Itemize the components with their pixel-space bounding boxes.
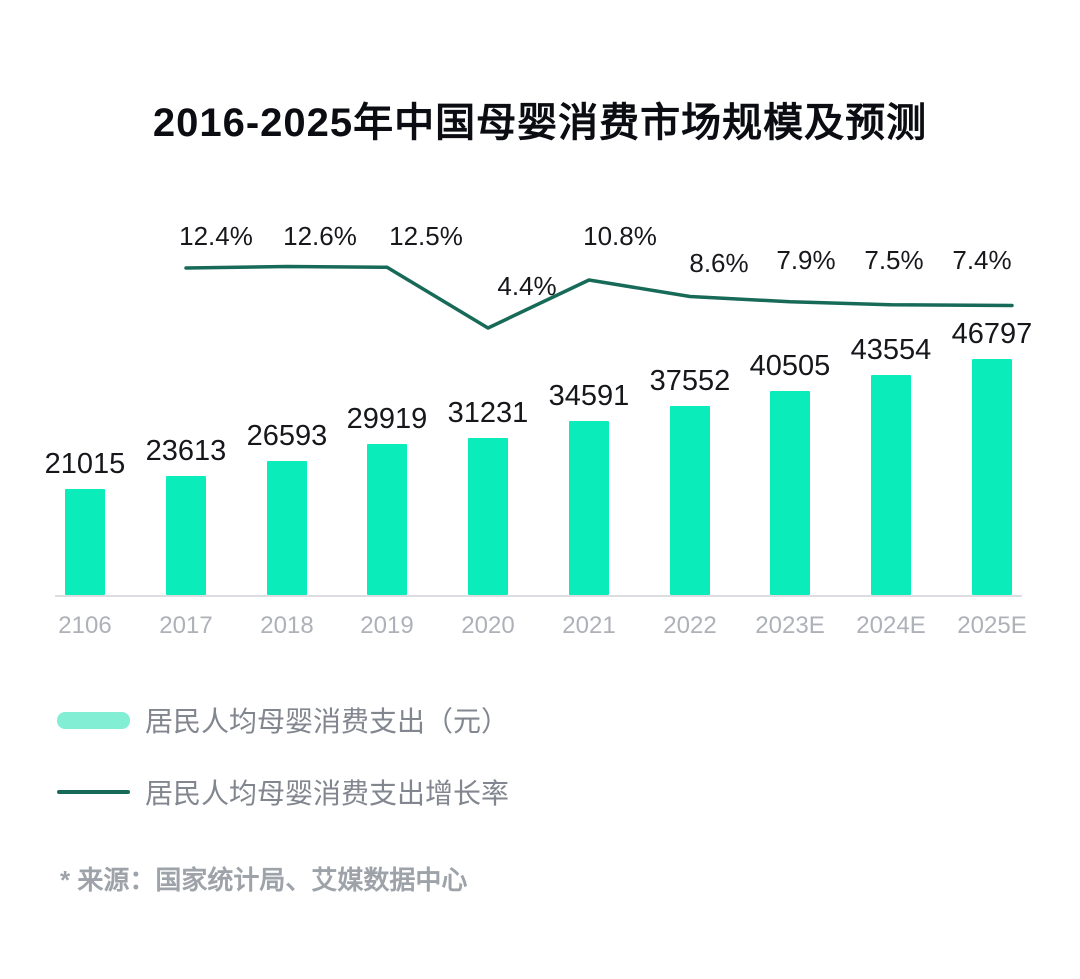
growth-rate-label: 7.4% bbox=[952, 245, 1012, 275]
bar-value-label: 31231 bbox=[447, 397, 529, 429]
bar bbox=[569, 421, 609, 595]
growth-rate-label: 12.6% bbox=[283, 221, 357, 251]
bar-value-label: 46797 bbox=[951, 318, 1033, 350]
bar-value-label: 29919 bbox=[346, 403, 428, 435]
bar-value-label: 37552 bbox=[649, 365, 731, 397]
x-axis-label: 2019 bbox=[360, 612, 414, 639]
growth-rate-label: 7.5% bbox=[864, 245, 924, 275]
x-axis-label: 2025E bbox=[957, 612, 1027, 639]
x-axis-label: 2018 bbox=[260, 612, 314, 639]
bar bbox=[871, 375, 911, 595]
growth-rate-label: 4.4% bbox=[497, 271, 557, 301]
bar bbox=[367, 444, 407, 595]
x-axis-line bbox=[55, 595, 1022, 597]
bar-value-label: 43554 bbox=[850, 334, 932, 366]
x-axis-label: 2106 bbox=[58, 612, 112, 639]
bar bbox=[65, 489, 105, 595]
growth-rate-label: 12.5% bbox=[389, 221, 463, 251]
bar bbox=[670, 406, 710, 595]
source-note: * 来源：国家统计局、艾媒数据中心 bbox=[60, 865, 468, 895]
legend-label-bar: 居民人均母婴消费支出（元） bbox=[145, 706, 510, 737]
growth-rate-label: 10.8% bbox=[583, 221, 657, 251]
bar bbox=[972, 359, 1012, 595]
bar bbox=[770, 391, 810, 595]
bar-value-label: 34591 bbox=[548, 380, 630, 412]
bar bbox=[166, 476, 206, 595]
bar-swatch-icon bbox=[57, 711, 130, 729]
bar-value-label: 40505 bbox=[749, 350, 831, 382]
legend-label-line: 居民人均母婴消费支出增长率 bbox=[145, 778, 510, 809]
x-axis-label: 2021 bbox=[562, 612, 616, 639]
chart-title: 2016-2025年中国母婴消费市场规模及预测 bbox=[152, 101, 928, 145]
legend-item-bar: 居民人均母婴消费支出（元） bbox=[57, 702, 509, 738]
x-axis-label: 2022 bbox=[663, 612, 717, 639]
bar-value-label: 23613 bbox=[145, 435, 227, 467]
x-axis-label: 2017 bbox=[159, 612, 213, 639]
bar bbox=[267, 461, 307, 595]
bar-value-label: 26593 bbox=[246, 420, 328, 452]
x-axis-label: 2024E bbox=[856, 612, 926, 639]
line-swatch-icon bbox=[57, 790, 130, 794]
growth-rate-label: 8.6% bbox=[689, 248, 749, 278]
growth-rate-label: 12.4% bbox=[179, 221, 253, 251]
growth-rate-label: 7.9% bbox=[776, 245, 836, 275]
x-axis-label: 2023E bbox=[755, 612, 825, 639]
x-axis-label: 2020 bbox=[461, 612, 515, 639]
bar bbox=[468, 438, 508, 595]
legend-item-line: 居民人均母婴消费支出增长率 bbox=[57, 774, 509, 810]
bar-value-label: 21015 bbox=[44, 448, 126, 480]
